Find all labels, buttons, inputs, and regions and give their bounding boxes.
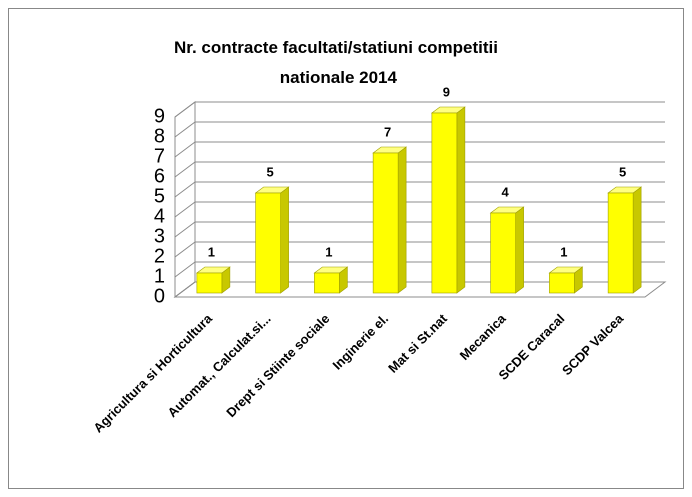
y-tick-label: 4 xyxy=(154,205,165,227)
y-tick-label: 8 xyxy=(154,125,165,147)
bar xyxy=(195,266,231,294)
y-tick-label: 9 xyxy=(154,105,165,127)
bar-front xyxy=(607,192,634,294)
chart-title: Nr. contracte facultati/statiuni competi… xyxy=(174,38,498,87)
data-label: 1 xyxy=(208,244,215,259)
data-label: 1 xyxy=(560,244,567,259)
bar-front xyxy=(431,112,458,294)
grid-line-side xyxy=(174,221,196,238)
chart-border xyxy=(8,8,684,489)
bar-front xyxy=(196,272,223,294)
bar xyxy=(489,206,525,294)
y-tick-label: 6 xyxy=(154,165,165,187)
bar-side xyxy=(397,146,407,294)
bar-front xyxy=(314,272,340,294)
grid-line-side xyxy=(174,261,196,278)
bar xyxy=(254,186,290,294)
bar xyxy=(372,146,408,294)
bar-side xyxy=(632,186,642,294)
grid-line-side xyxy=(174,281,196,298)
bar xyxy=(607,186,643,294)
grid-line-side xyxy=(174,181,196,198)
data-label: 5 xyxy=(267,164,274,179)
grid-line-side xyxy=(174,101,196,118)
bar-front xyxy=(490,212,516,294)
grid-line-side xyxy=(174,121,196,138)
data-label: 5 xyxy=(619,164,626,179)
data-label: 7 xyxy=(384,124,391,139)
grid-line-side xyxy=(174,201,196,218)
bar xyxy=(430,106,466,294)
y-tick-label: 0 xyxy=(154,285,165,307)
y-tick-label: 2 xyxy=(154,245,165,267)
grid-line-side xyxy=(174,241,196,258)
bar xyxy=(548,266,584,294)
data-label: 9 xyxy=(443,84,450,99)
floor xyxy=(173,281,667,298)
bar xyxy=(313,266,349,294)
y-tick-label: 5 xyxy=(154,185,165,207)
bar-front xyxy=(255,192,281,294)
bar-front xyxy=(549,272,575,294)
bar-side xyxy=(515,206,524,294)
bar-side xyxy=(456,106,466,294)
y-tick-label: 1 xyxy=(154,265,165,287)
y-tick-label: 3 xyxy=(154,225,165,247)
bar-front xyxy=(372,152,399,294)
grid-line-side xyxy=(174,161,196,178)
bar-side xyxy=(280,186,289,294)
data-label: 4 xyxy=(502,184,510,199)
grid-line-side xyxy=(174,141,196,158)
y-tick-label: 7 xyxy=(154,145,165,167)
data-label: 1 xyxy=(325,244,332,259)
